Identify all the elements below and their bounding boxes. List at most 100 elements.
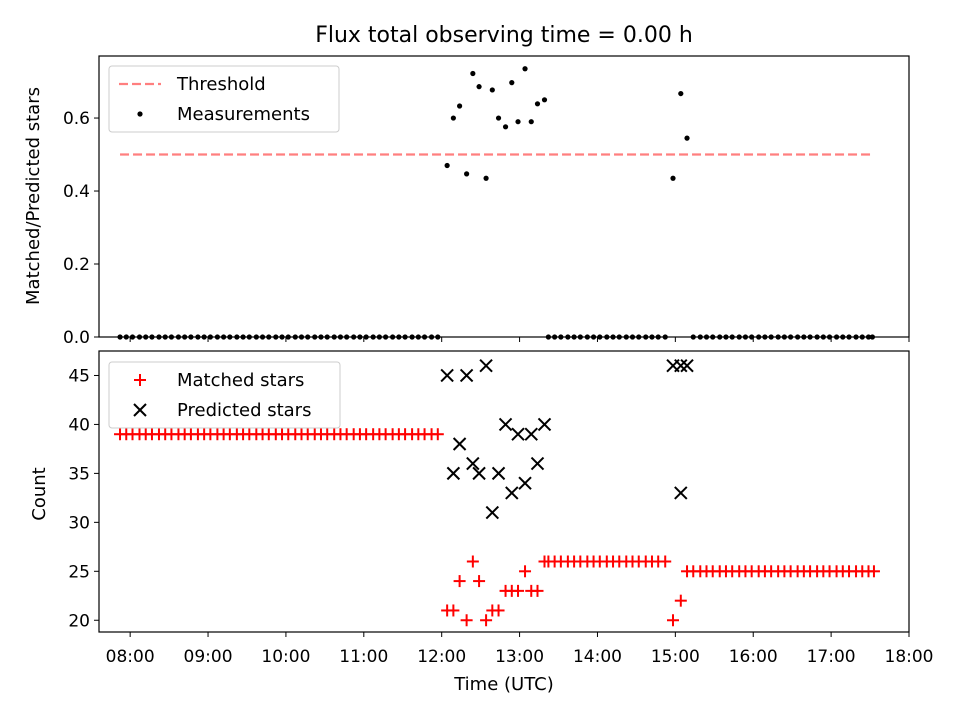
top-legend: Threshold Measurements [108, 65, 340, 133]
predicted-star-marker [680, 358, 694, 373]
measurement-point [515, 119, 521, 125]
measurement-point [541, 97, 548, 103]
measurement-point [489, 87, 495, 93]
y-tick-label: 0.0 [63, 328, 90, 348]
x-tick-label: 08:00 [106, 647, 155, 667]
predicted-star-marker [505, 486, 519, 500]
measurement-point [670, 175, 676, 181]
bottom-plot-frame [98, 350, 910, 633]
measurement-point [450, 115, 456, 121]
legend-matched-label: Matched stars [177, 370, 304, 391]
x-tick-label: 16:00 [729, 647, 778, 667]
measurement-point [476, 84, 482, 90]
predicted-star-marker [479, 358, 493, 373]
matched-star-marker [867, 565, 880, 578]
chart-title: Flux total observing time = 0.00 h [315, 23, 693, 48]
measurement-point [495, 115, 502, 121]
predicted-star-marker [674, 358, 688, 373]
predicted-star-marker [530, 456, 545, 471]
legend-predicted-label: Predicted stars [177, 400, 311, 421]
matched-stars-series [114, 428, 880, 627]
bottom-y-axis-label: Count [29, 467, 50, 520]
matched-star-marker [659, 555, 672, 568]
matched-star-marker [431, 428, 444, 441]
legend-matched-swatch [134, 374, 146, 386]
x-tick-label: 17:00 [807, 647, 856, 667]
matched-star-marker [480, 614, 493, 627]
top-plot-frame [98, 55, 910, 338]
bottom-legend: Matched stars Predicted stars [108, 361, 341, 429]
x-tick-label: 11:00 [339, 647, 388, 667]
predicted-star-marker [472, 466, 486, 481]
y-tick-label: 30 [68, 513, 90, 533]
y-tick-label: 0.4 [63, 182, 90, 202]
y-tick-label: 40 [68, 415, 90, 435]
x-tick-label: 09:00 [184, 647, 233, 667]
x-tick-label: 13:00 [495, 647, 544, 667]
predicted-star-marker [446, 466, 461, 481]
matched-star-marker [460, 614, 473, 627]
predicted-star-marker [518, 476, 532, 490]
y-tick-label: 45 [68, 366, 90, 386]
matched-star-marker [531, 584, 544, 597]
measurement-point [457, 103, 463, 109]
matched-star-marker [674, 594, 687, 607]
measurement-point [528, 119, 534, 125]
predicted-stars-series [440, 358, 694, 520]
x-tick-label: 18:00 [885, 647, 934, 667]
y-tick-label: 35 [68, 464, 90, 484]
legend-threshold-label: Threshold [176, 74, 266, 95]
x-axis-label: Time (UTC) [453, 674, 554, 695]
measurement-point [470, 70, 476, 77]
predicted-star-marker [511, 427, 525, 441]
top-legend-box [108, 65, 340, 133]
measurement-point [444, 162, 450, 169]
legend-measurements-swatch [137, 111, 143, 117]
predicted-star-marker [440, 368, 454, 383]
y-tick-label: 0.2 [63, 255, 90, 275]
top-panel: 0.0 0.2 0.4 0.6 Matched/Predicted stars Thr… [23, 55, 910, 348]
bottom-y-axis: 20 25 30 35 40 45 [68, 366, 99, 631]
measurement-point [464, 171, 470, 177]
x-tick-label: 14:00 [573, 647, 622, 667]
x-tick-label: 15:00 [651, 647, 700, 667]
measurements-series [117, 66, 875, 340]
bottom-legend-box [108, 361, 341, 429]
y-tick-label: 25 [68, 562, 90, 582]
measurement-point [534, 101, 541, 107]
legend-predicted-swatch [133, 403, 147, 417]
x-tick-label: 10:00 [261, 647, 310, 667]
matched-star-marker [453, 575, 466, 588]
predicted-star-marker [498, 417, 513, 432]
bottom-x-axis: 08:00 09:00 10:00 11:00 12:00 13:00 14:00 15:00… [106, 632, 934, 667]
y-tick-label: 20 [68, 611, 90, 631]
predicted-star-marker [459, 368, 474, 383]
predicted-star-marker [466, 456, 480, 471]
predicted-star-marker [485, 505, 500, 520]
measurement-point [509, 80, 515, 86]
measurement-point [678, 90, 684, 97]
matched-star-marker [512, 584, 525, 597]
predicted-star-marker [524, 427, 538, 441]
matched-star-marker [473, 575, 486, 588]
predicted-star-marker [674, 486, 688, 500]
matched-star-marker [447, 604, 460, 617]
matched-star-marker [492, 604, 505, 617]
matched-star-marker [519, 565, 532, 578]
predicted-star-marker [452, 437, 467, 451]
top-y-axis-label: Matched/Predicted stars [23, 87, 44, 305]
measurement-point [483, 175, 489, 181]
y-tick-label: 0.6 [63, 109, 90, 129]
legend-measurements-label: Measurements [177, 104, 310, 125]
measurement-point [502, 124, 509, 130]
x-tick-label: 12:00 [417, 647, 466, 667]
matched-star-marker [466, 555, 479, 568]
bottom-panel: 20 25 30 35 40 45 08:00 09:00 10:00 11:00 12:00 13… [29, 350, 934, 695]
matched-star-marker [667, 614, 680, 627]
predicted-star-marker [537, 417, 552, 432]
predicted-star-marker [491, 466, 506, 481]
measurement-point [522, 66, 528, 72]
top-y-axis: 0.0 0.2 0.4 0.6 [63, 109, 99, 348]
measurement-point [684, 135, 690, 141]
